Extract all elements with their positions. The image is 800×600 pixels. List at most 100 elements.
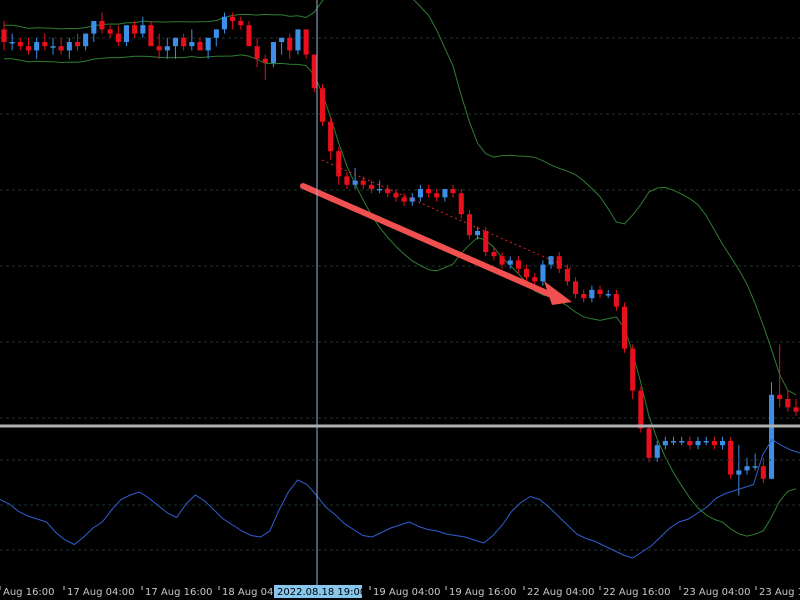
candle-body [450, 189, 456, 194]
x-tick-label: Aug 16:00 [3, 587, 55, 598]
trend-arrow-shaft [300, 183, 559, 300]
candle [499, 252, 505, 269]
candle [654, 441, 660, 462]
candle-body [417, 189, 423, 198]
candle [91, 21, 97, 42]
candle-body [360, 180, 366, 185]
candle-body [221, 16, 227, 30]
candle [426, 184, 432, 198]
candle [393, 189, 399, 202]
candle [205, 37, 211, 59]
candle-body [426, 189, 432, 194]
candle [164, 37, 170, 59]
candle [328, 117, 334, 160]
candle [687, 436, 693, 450]
candle [50, 37, 56, 55]
candle [352, 168, 358, 189]
candle [287, 33, 293, 59]
candle-body [279, 37, 285, 42]
candle-body [328, 121, 334, 152]
candle-body [613, 294, 619, 307]
candle-body [262, 58, 268, 63]
candle-body [344, 176, 350, 185]
candle [564, 264, 570, 286]
candle-body [172, 37, 178, 47]
candle-body [728, 441, 734, 475]
x-tick-label: 23 Aug 16:00 [759, 587, 800, 598]
candle-body [246, 25, 252, 47]
candle [270, 42, 276, 68]
candle [532, 273, 538, 286]
candle-body [336, 151, 342, 177]
candle-body [711, 441, 717, 446]
candle [417, 184, 423, 202]
x-tick-label: 22 Aug 16:00 [603, 587, 670, 598]
candle [695, 436, 701, 450]
candle [303, 29, 309, 59]
candle-body [42, 42, 48, 47]
candle [311, 54, 317, 93]
candle [213, 29, 219, 47]
candle [720, 436, 726, 450]
candle [262, 54, 268, 80]
candle-body [17, 42, 23, 47]
crosshair-time-label: 2022.08.18 19:00 [277, 587, 366, 598]
bollinger-lower-band [4, 54, 797, 537]
candle [140, 16, 146, 38]
candle [189, 29, 195, 51]
candle [156, 33, 162, 59]
candle-body [148, 25, 154, 47]
candle [507, 256, 513, 269]
candle [703, 436, 709, 446]
candle [115, 25, 121, 47]
candle [295, 29, 301, 55]
candle [589, 285, 595, 303]
candle [573, 277, 579, 299]
candle-body [785, 399, 791, 408]
candle-body [483, 231, 489, 252]
candle [66, 37, 72, 59]
candle-body [736, 470, 742, 475]
candle [605, 289, 611, 299]
candle-body [662, 441, 668, 446]
candle [613, 289, 619, 311]
candle [99, 12, 105, 34]
candle [458, 189, 464, 219]
candle [181, 33, 187, 51]
candle [728, 436, 734, 479]
candle-body [654, 445, 660, 458]
candle-body [769, 394, 775, 479]
candle-body [573, 281, 579, 294]
candle-body [164, 46, 170, 51]
candle-body [630, 348, 636, 391]
x-tick-label: 22 Aug 04:00 [527, 587, 594, 598]
candle [491, 247, 497, 261]
candle [752, 453, 758, 471]
candle [344, 172, 350, 189]
candle-body [230, 16, 236, 21]
candle [630, 344, 636, 399]
candle [622, 302, 628, 353]
candle-body [140, 25, 146, 34]
candle [319, 84, 325, 126]
candle [42, 33, 48, 51]
candle [58, 37, 64, 55]
candle-body [58, 46, 64, 51]
candle-body [287, 37, 293, 51]
candle [279, 37, 285, 55]
price-candles [1, 12, 799, 496]
candle [377, 180, 383, 194]
candle [793, 399, 799, 416]
candle-body [442, 189, 448, 198]
candle-body [352, 180, 358, 185]
candle [409, 193, 415, 206]
candle-body [475, 231, 481, 236]
candle [238, 16, 244, 30]
candle-body [368, 184, 374, 189]
candle-body [393, 193, 399, 198]
candle-body [91, 21, 97, 34]
candle [368, 180, 374, 194]
x-tick-label: 17 Aug 04:00 [67, 587, 134, 598]
